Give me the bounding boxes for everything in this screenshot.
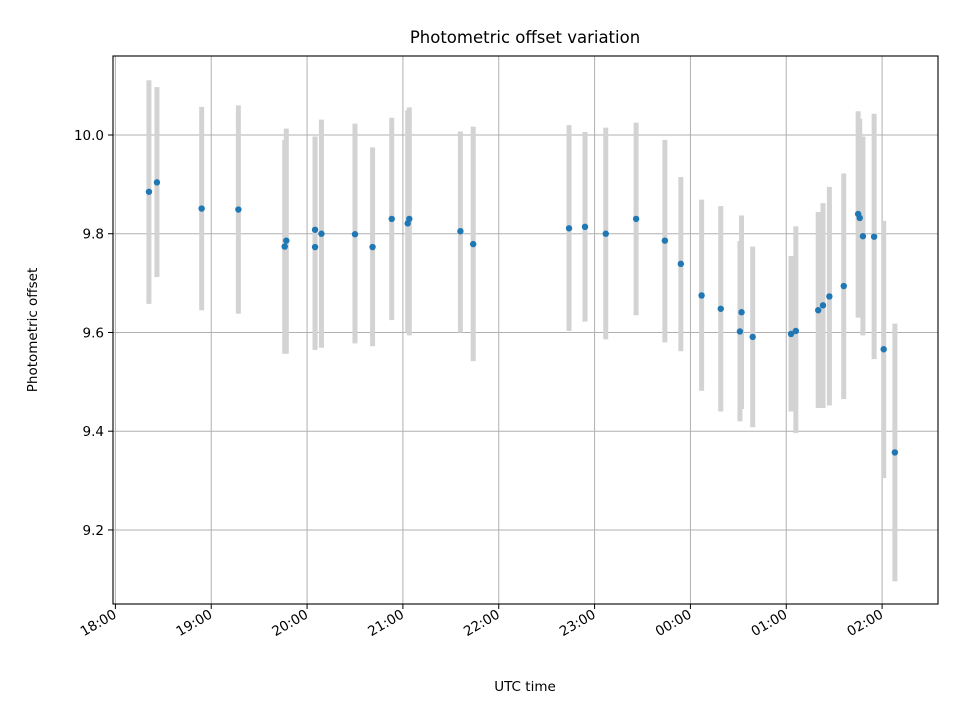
- data-point: [581, 223, 589, 231]
- data-point: [318, 230, 325, 237]
- data-point: [792, 327, 800, 335]
- data-point: [311, 226, 319, 233]
- data-point: [283, 237, 290, 244]
- data-point: [856, 214, 863, 222]
- data-point: [880, 346, 887, 353]
- data-point: [469, 240, 477, 248]
- data-point: [281, 243, 288, 250]
- data-point: [870, 233, 878, 240]
- data-point: [198, 205, 205, 212]
- data-point: [602, 230, 609, 237]
- data-point: [717, 305, 724, 312]
- y-tick-label: 9.8: [83, 227, 104, 243]
- data-point: [406, 215, 413, 223]
- y-tick-label: 9.2: [83, 523, 104, 539]
- data-point: [826, 293, 833, 300]
- y-axis-label: Photometric offset: [25, 268, 41, 392]
- plot-frame: [112, 55, 939, 605]
- data-point: [891, 449, 899, 456]
- data-point: [736, 328, 744, 335]
- data-point: [235, 206, 242, 213]
- data-points: [145, 179, 899, 456]
- data-point: [369, 243, 376, 251]
- data-point: [632, 215, 640, 223]
- data-point: [859, 232, 867, 240]
- data-point: [738, 309, 745, 316]
- data-point: [388, 215, 395, 223]
- data-point: [457, 228, 464, 235]
- y-tick-label: 10.0: [74, 128, 104, 144]
- data-point: [698, 292, 705, 299]
- data-point: [153, 179, 161, 186]
- grid: [113, 56, 938, 604]
- data-point: [565, 225, 573, 232]
- data-point: [677, 260, 685, 268]
- data-point: [787, 330, 795, 338]
- y-axis-ticks: 9.2 9.4 9.6 9.8 10.0: [74, 128, 113, 539]
- data-point: [815, 307, 822, 314]
- chart-title: Photometric offset variation: [410, 28, 640, 47]
- data-point: [840, 282, 847, 290]
- data-point: [311, 243, 319, 251]
- data-point: [749, 333, 756, 341]
- y-tick-label: 9.6: [83, 325, 104, 341]
- data-point: [819, 302, 827, 309]
- x-axis-label: UTC time: [494, 679, 556, 695]
- y-tick-label: 9.4: [83, 424, 104, 440]
- data-point: [145, 188, 153, 195]
- data-point: [661, 237, 669, 244]
- data-point: [351, 231, 359, 238]
